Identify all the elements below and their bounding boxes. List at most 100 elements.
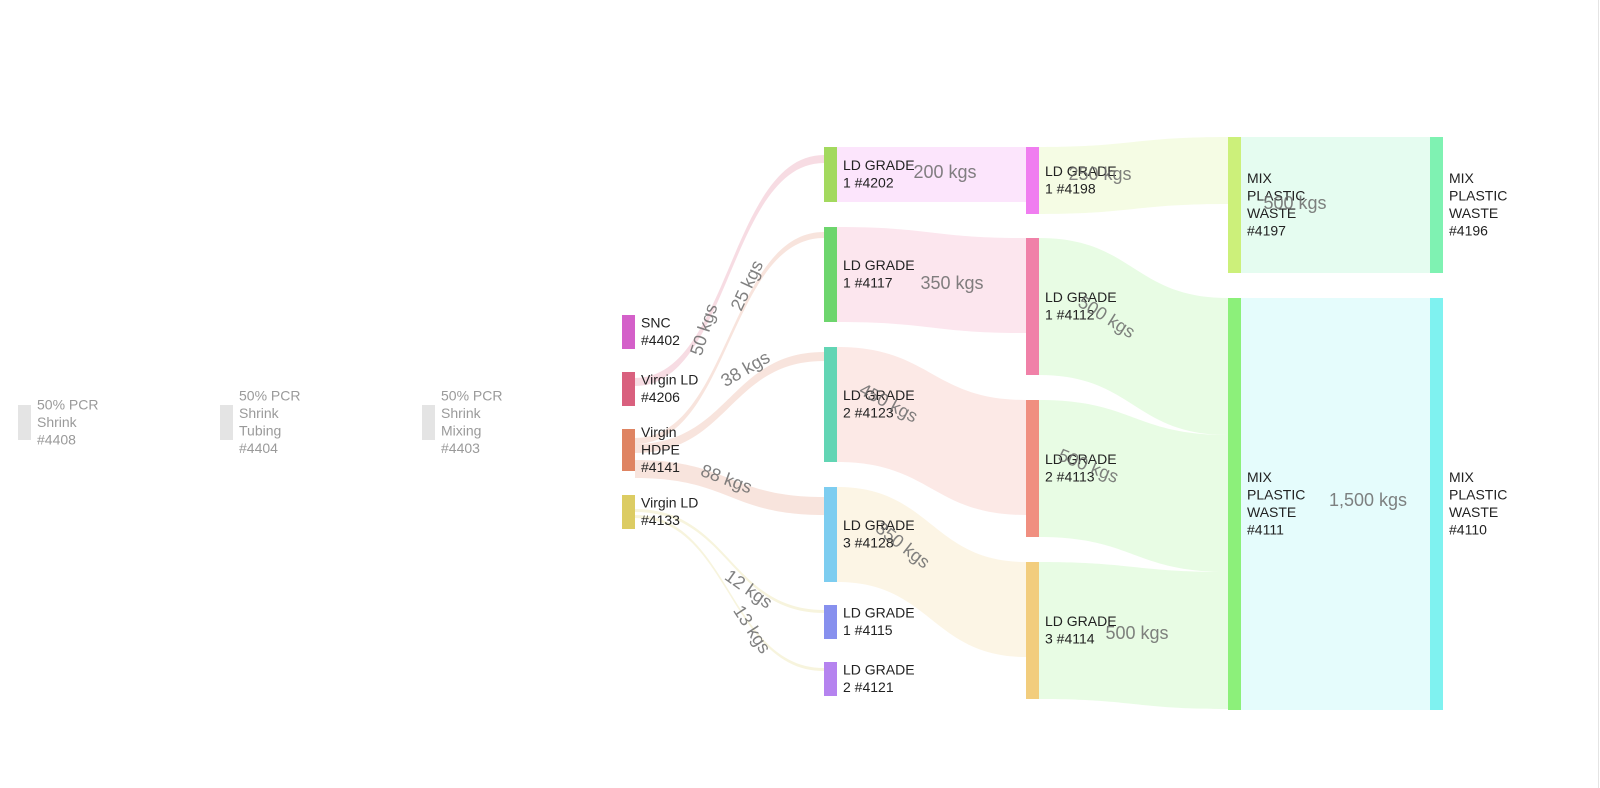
node-label-line: PLASTIC [1247, 487, 1305, 503]
node-bar[interactable] [220, 405, 233, 440]
node-label: SNC #4402 [641, 315, 680, 349]
node-bar[interactable] [422, 405, 435, 440]
node-label-line: WASTE [1247, 205, 1296, 221]
node-4115[interactable]: LD GRADE 1 #4115 [824, 605, 915, 640]
node-label: LD GRADE 1 #4202 [843, 157, 915, 191]
node-label: MIX PLASTIC WASTE #4110 [1449, 469, 1507, 538]
flow-label-4117-to-4112: 350 kgs [920, 273, 983, 293]
node-label-line: 2 #4123 [843, 405, 894, 421]
node-bar[interactable] [824, 227, 837, 322]
flow-4198-to-4197[interactable] [1039, 137, 1228, 214]
flow-4141-to-4123[interactable] [635, 352, 824, 453]
node-bar[interactable] [824, 147, 837, 202]
node-label-line: MIX [1449, 469, 1475, 485]
node-label-line: PLASTIC [1449, 188, 1507, 204]
node-label-line: 1 #4202 [843, 175, 894, 191]
node-4117[interactable]: LD GRADE 1 #4117 [824, 227, 915, 322]
node-label-line: HDPE [641, 441, 680, 457]
flow-4206-to-4202[interactable] [635, 155, 824, 386]
node-bar[interactable] [622, 495, 635, 529]
node-bar[interactable] [824, 605, 837, 639]
node-bar[interactable] [18, 405, 31, 440]
node-bar[interactable] [1228, 298, 1241, 710]
flow-label-4198-to-4197: 250 kgs [1068, 164, 1131, 184]
node-label: MIX PLASTIC WASTE #4196 [1449, 170, 1507, 239]
node-bar[interactable] [622, 315, 635, 349]
node-label-line: #4206 [641, 389, 680, 405]
node-label-line: 1 #4115 [843, 622, 893, 638]
node-4128[interactable]: LD GRADE 3 #4128 [824, 487, 915, 582]
flow-4141-to-4128[interactable] [635, 460, 824, 515]
node-4111[interactable]: MIX PLASTIC WASTE #4111 [1228, 298, 1305, 710]
node-bar[interactable] [1026, 562, 1039, 699]
node-4403[interactable]: 50% PCR Shrink Mixing #4403 [422, 388, 502, 457]
node-label: LD GRADE 3 #4114 [1045, 613, 1117, 647]
flow-label-4114-to-4111: 500 kgs [1105, 623, 1168, 643]
node-bar[interactable] [824, 347, 837, 462]
node-label-line: #4403 [441, 440, 480, 456]
node-label-line: 2 #4113 [1045, 469, 1095, 485]
node-4123[interactable]: LD GRADE 2 #4123 [824, 347, 915, 462]
node-bar[interactable] [824, 662, 837, 696]
node-4133[interactable]: Virgin LD #4133 [622, 495, 698, 530]
flow-4114-to-4111[interactable] [1039, 562, 1228, 709]
node-label-line: LD GRADE [843, 387, 915, 403]
node-bar[interactable] [824, 487, 837, 582]
node-label-line: #4404 [239, 440, 278, 456]
node-label: LD GRADE 2 #4113 [1045, 451, 1117, 485]
node-4198[interactable]: LD GRADE 1 #4198 [1026, 147, 1117, 214]
node-label-line: Virgin LD [641, 372, 698, 388]
flow-4112-to-4111[interactable] [1039, 238, 1228, 435]
node-label-line: LD GRADE [1045, 289, 1117, 305]
node-4112[interactable]: LD GRADE 1 #4112 [1026, 238, 1117, 375]
flow-4141-to-4117[interactable] [635, 232, 824, 444]
node-label-line: Shrink [239, 405, 280, 421]
node-4402[interactable]: SNC #4402 [622, 315, 680, 350]
flow-4197-to-4196[interactable] [1241, 137, 1430, 273]
node-label-line: PLASTIC [1449, 487, 1507, 503]
node-4197[interactable]: MIX PLASTIC WASTE #4197 [1228, 137, 1305, 273]
node-4141[interactable]: Virgin HDPE #4141 [622, 424, 680, 475]
node-bar[interactable] [1026, 238, 1039, 375]
node-label-line: MIX [1449, 170, 1475, 186]
node-bar[interactable] [1026, 147, 1039, 214]
node-label: LD GRADE 1 #4198 [1045, 163, 1117, 197]
node-4110[interactable]: MIX PLASTIC WASTE #4110 [1430, 298, 1507, 710]
node-label-line: 1 #4112 [1045, 307, 1095, 323]
node-bar[interactable] [622, 429, 635, 471]
flow-4111-to-4110[interactable] [1241, 298, 1430, 710]
node-label-line: 3 #4128 [843, 535, 894, 551]
flow-label-4197-to-4196: 500 kgs [1263, 193, 1326, 213]
node-4113[interactable]: LD GRADE 2 #4113 [1026, 400, 1117, 537]
flow-4113-to-4111[interactable] [1039, 400, 1228, 572]
node-bar[interactable] [1026, 400, 1039, 537]
flow-4128-to-4114[interactable] [837, 487, 1026, 657]
node-label-line: 50% PCR [441, 388, 502, 404]
node-4114[interactable]: LD GRADE 3 #4114 [1026, 562, 1117, 699]
node-bar[interactable] [1228, 137, 1241, 273]
node-bar[interactable] [1430, 298, 1443, 710]
node-label-line: 2 #4121 [843, 679, 894, 695]
node-label-line: #4141 [641, 459, 680, 475]
node-4202[interactable]: LD GRADE 1 #4202 [824, 147, 915, 202]
flow-4117-to-4112[interactable] [837, 227, 1026, 333]
node-label-line: Shrink [37, 414, 78, 430]
flow-4123-to-4113[interactable] [837, 347, 1026, 515]
page-edge-divider [1598, 0, 1599, 788]
node-bar[interactable] [622, 372, 635, 406]
node-bar[interactable] [1430, 137, 1443, 273]
node-label-line: #4408 [37, 431, 76, 447]
node-label: 50% PCR Shrink #4408 [37, 396, 98, 447]
node-label-line: WASTE [1247, 504, 1296, 520]
node-4404[interactable]: 50% PCR Shrink Tubing #4404 [220, 388, 300, 457]
node-4408[interactable]: 50% PCR Shrink #4408 [18, 396, 98, 447]
node-label: LD GRADE 2 #4123 [843, 387, 915, 421]
flow-label-4206-to-4202: 50 kgs [686, 301, 721, 358]
node-4206[interactable]: Virgin LD #4206 [622, 372, 698, 407]
node-4121[interactable]: LD GRADE 2 #4121 [824, 662, 915, 697]
flow-4202-to-4198[interactable] [837, 147, 1026, 202]
node-4196[interactable]: MIX PLASTIC WASTE #4196 [1430, 137, 1507, 273]
node-label: LD GRADE 1 #4115 [843, 605, 915, 639]
flow-4133-to-4115[interactable] [635, 509, 824, 613]
flow-4133-to-4121[interactable] [635, 515, 824, 671]
